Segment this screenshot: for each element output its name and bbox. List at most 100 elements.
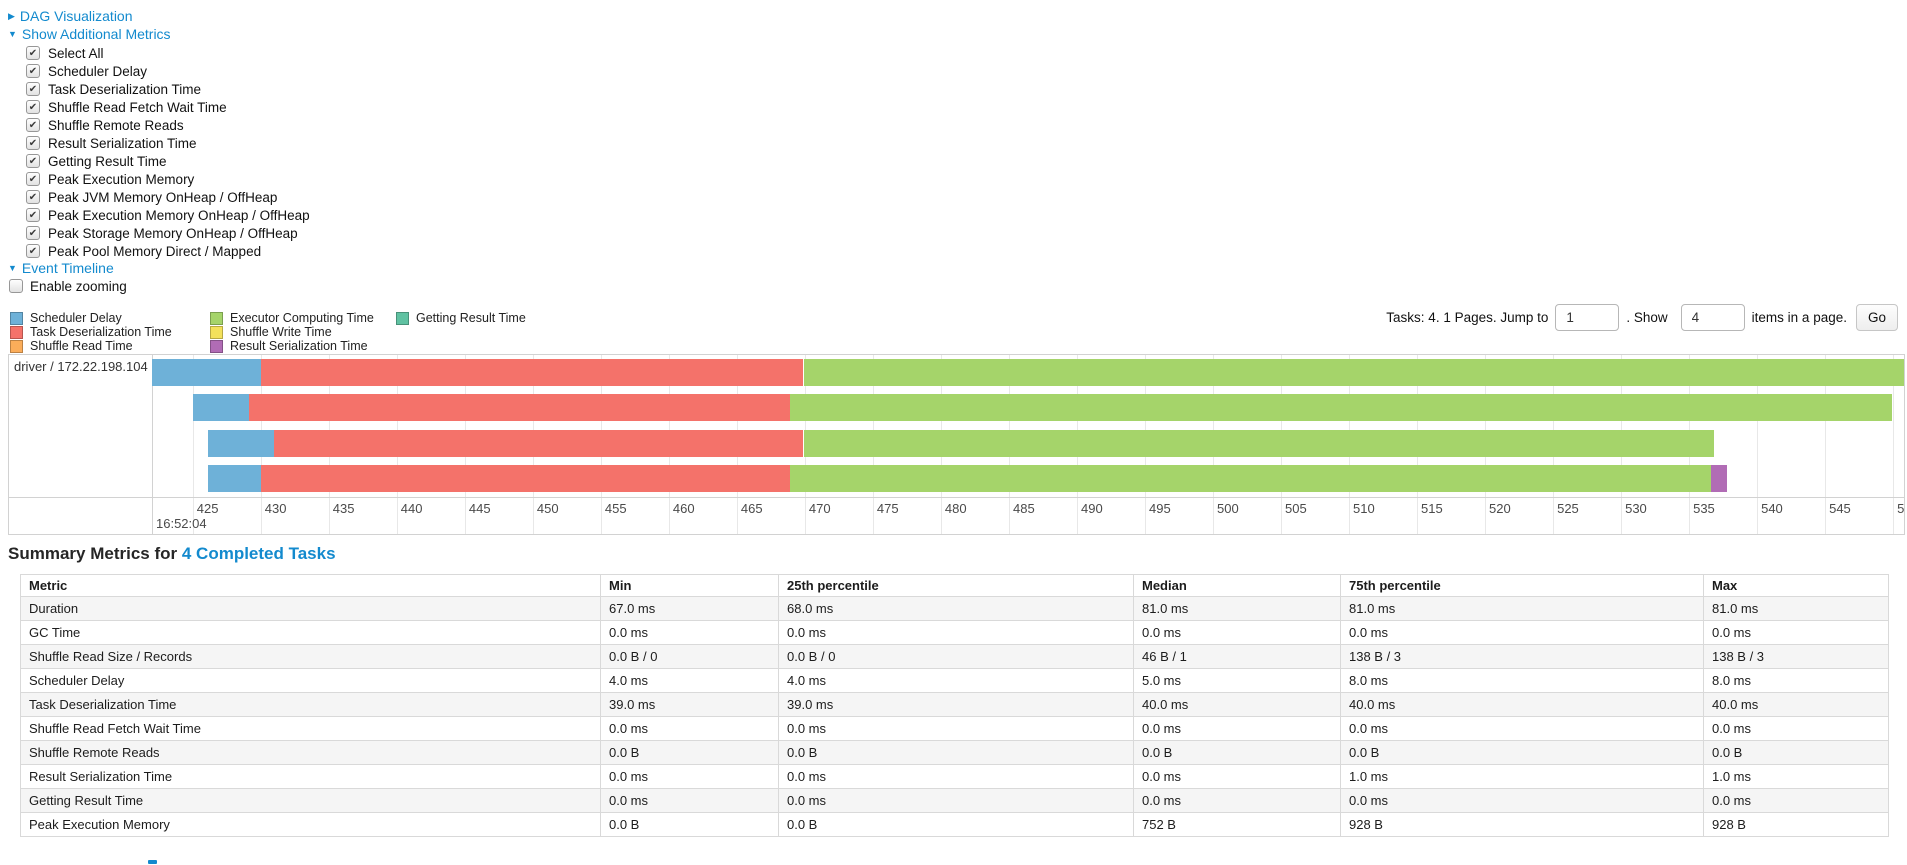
completed-tasks-link[interactable]: 4 Completed Tasks: [181, 544, 336, 563]
enable-zooming-checkbox[interactable]: [9, 279, 23, 293]
legend-swatch-scheduler-delay: [10, 311, 23, 325]
checkbox-icon[interactable]: ✔: [26, 244, 40, 258]
checkbox-icon[interactable]: ✔: [26, 172, 40, 186]
table-cell: 0.0 B: [600, 740, 779, 765]
checkbox-label: Shuffle Remote Reads: [48, 117, 184, 133]
event-timeline-toggle[interactable]: ▼ Event Timeline: [8, 260, 1907, 276]
task-segment-scheduler-delay[interactable]: [207, 465, 261, 492]
checkbox-icon[interactable]: ✔: [26, 64, 40, 78]
checkbox-label: Task Deserialization Time: [48, 81, 202, 97]
checkbox-icon[interactable]: ✔: [26, 226, 40, 240]
task-segment-task-deserialization[interactable]: [260, 465, 790, 492]
table-cell: GC Time: [20, 620, 601, 645]
task-segment-executor-computing[interactable]: [803, 359, 1904, 386]
task-segment-task-deserialization[interactable]: [274, 430, 804, 457]
task-segment-task-deserialization[interactable]: [248, 394, 790, 421]
legend-item: Shuffle Write Time: [210, 325, 396, 339]
timeline-legend: Scheduler Delay Task Deserialization Time…: [10, 311, 526, 353]
axis-tick-label: 485: [1013, 501, 1035, 516]
metric-checkbox-item: ✔ Scheduler Delay: [26, 62, 1907, 80]
axis-tick-label: 545: [1829, 501, 1851, 516]
axis-tick-label: 435: [332, 501, 355, 516]
checkbox-icon[interactable]: ✔: [26, 82, 40, 96]
table-cell: 67.0 ms: [600, 596, 779, 621]
checkbox-icon[interactable]: ✔: [26, 118, 40, 132]
checkbox-icon[interactable]: ✔: [26, 100, 40, 114]
table-cell: 1.0 ms: [1340, 764, 1704, 789]
time-axis-line: [9, 497, 1904, 498]
legend-label: Executor Computing Time: [230, 311, 374, 325]
table-row: Shuffle Remote Reads 0.0 B 0.0 B 0.0 B 0.0 B…: [20, 740, 1889, 765]
table-cell: 8.0 ms: [1340, 668, 1704, 693]
legend-column: Executor Computing Time Shuffle Write Tim…: [210, 311, 396, 353]
task-segment-task-deserialization[interactable]: [260, 359, 804, 386]
table-cell: 0.0 ms: [1703, 788, 1889, 813]
axis-tick-label: 470: [808, 501, 831, 516]
show-additional-metrics-toggle[interactable]: ▼ Show Additional Metrics: [8, 26, 1907, 42]
metric-checkbox-item: ✔ Getting Result Time: [26, 152, 1907, 170]
checkbox-icon[interactable]: ✔: [26, 154, 40, 168]
task-segment-scheduler-delay[interactable]: [207, 430, 275, 457]
axis-tick-label: 520: [1489, 501, 1511, 516]
table-row: Result Serialization Time 0.0 ms 0.0 ms 0.0…: [20, 764, 1889, 789]
legend-swatch-getting-result: [396, 311, 409, 325]
items-per-page-input[interactable]: [1680, 304, 1745, 331]
legend-column: Scheduler Delay Task Deserialization Time…: [10, 311, 210, 353]
metric-checkbox-item: ✔ Task Deserialization Time: [26, 80, 1907, 98]
jump-to-page-input[interactable]: [1555, 304, 1620, 331]
task-segment-executor-computing[interactable]: [790, 465, 1711, 492]
table-cell: 4.0 ms: [778, 668, 1134, 693]
axis-tick-label: 525: [1557, 501, 1579, 516]
checkbox-icon[interactable]: ✔: [26, 208, 40, 222]
table-cell: 0.0 B: [778, 812, 1134, 837]
table-cell: 0.0 ms: [1133, 764, 1341, 789]
task-segment-scheduler-delay[interactable]: [152, 359, 261, 386]
table-cell: 928 B: [1703, 812, 1889, 837]
checkbox-label: Shuffle Read Fetch Wait Time: [48, 99, 227, 115]
table-cell: 39.0 ms: [600, 692, 779, 717]
checkbox-icon[interactable]: ✔: [26, 190, 40, 204]
tasks-count-label: Tasks: 4. 1 Pages. Jump to: [1386, 310, 1549, 325]
table-cell: 0.0 ms: [1703, 716, 1889, 741]
legend-swatch-task-deserialization: [10, 325, 23, 339]
table-cell: 0.0 ms: [1133, 788, 1341, 813]
task-segment-scheduler-delay[interactable]: [192, 394, 249, 421]
checkbox-label: Result Serialization Time: [48, 135, 197, 151]
table-cell: 0.0 ms: [778, 716, 1134, 741]
table-cell: Peak Execution Memory: [20, 812, 601, 837]
next-section-link-sliver[interactable]: [148, 860, 157, 864]
legend-item: Result Serialization Time: [210, 339, 396, 353]
table-cell: Shuffle Read Size / Records: [20, 644, 601, 669]
axis-tick-label: 475: [876, 501, 899, 516]
table-cell: 46 B / 1: [1133, 644, 1341, 669]
go-button[interactable]: Go: [1855, 304, 1898, 331]
table-row: Peak Execution Memory 0.0 B 0.0 B 752 B 928 …: [20, 812, 1889, 837]
metric-checkbox-item: ✔ Peak Execution Memory OnHeap / OffHeap: [26, 206, 1907, 224]
axis-tick-label: 495: [1149, 501, 1171, 516]
table-cell: 0.0 B: [778, 740, 1134, 765]
task-segment-executor-computing[interactable]: [790, 394, 1892, 421]
legend-item: Shuffle Read Time: [10, 339, 210, 353]
checkbox-label: Select All: [48, 45, 104, 61]
checkbox-label: Peak Pool Memory Direct / Mapped: [48, 243, 262, 259]
caret-right-icon: ▶: [8, 10, 15, 21]
table-cell: 0.0 B / 0: [778, 644, 1134, 669]
table-cell: Scheduler Delay: [20, 668, 601, 693]
table-cell: 0.0 ms: [1340, 788, 1704, 813]
legend-label: Scheduler Delay: [30, 311, 122, 325]
task-segment-executor-computing[interactable]: [803, 430, 1714, 457]
table-cell: 928 B: [1340, 812, 1704, 837]
legend-item: Executor Computing Time: [210, 311, 396, 325]
table-row: Task Deserialization Time 39.0 ms 39.0 ms 4…: [20, 692, 1889, 717]
checkbox-label: Peak Execution Memory: [48, 171, 195, 187]
legend-label: Getting Result Time: [416, 311, 526, 325]
table-cell: Shuffle Read Fetch Wait Time: [20, 716, 601, 741]
metric-checkbox-item: ✔ Peak JVM Memory OnHeap / OffHeap: [26, 188, 1907, 206]
axis-tick-label: 440: [400, 501, 423, 516]
checkbox-icon[interactable]: ✔: [26, 136, 40, 150]
task-segment-result-serialization[interactable]: [1710, 465, 1728, 492]
checkbox-icon[interactable]: ✔: [26, 46, 40, 60]
dag-visualization-toggle[interactable]: ▶ DAG Visualization: [8, 8, 1907, 24]
event-timeline-chart[interactable]: driver / 172.22.198.104 16:52:04 425 430 4…: [8, 354, 1905, 535]
table-header-row: Metric Min 25th percentile Median 75th perce…: [20, 574, 1889, 597]
